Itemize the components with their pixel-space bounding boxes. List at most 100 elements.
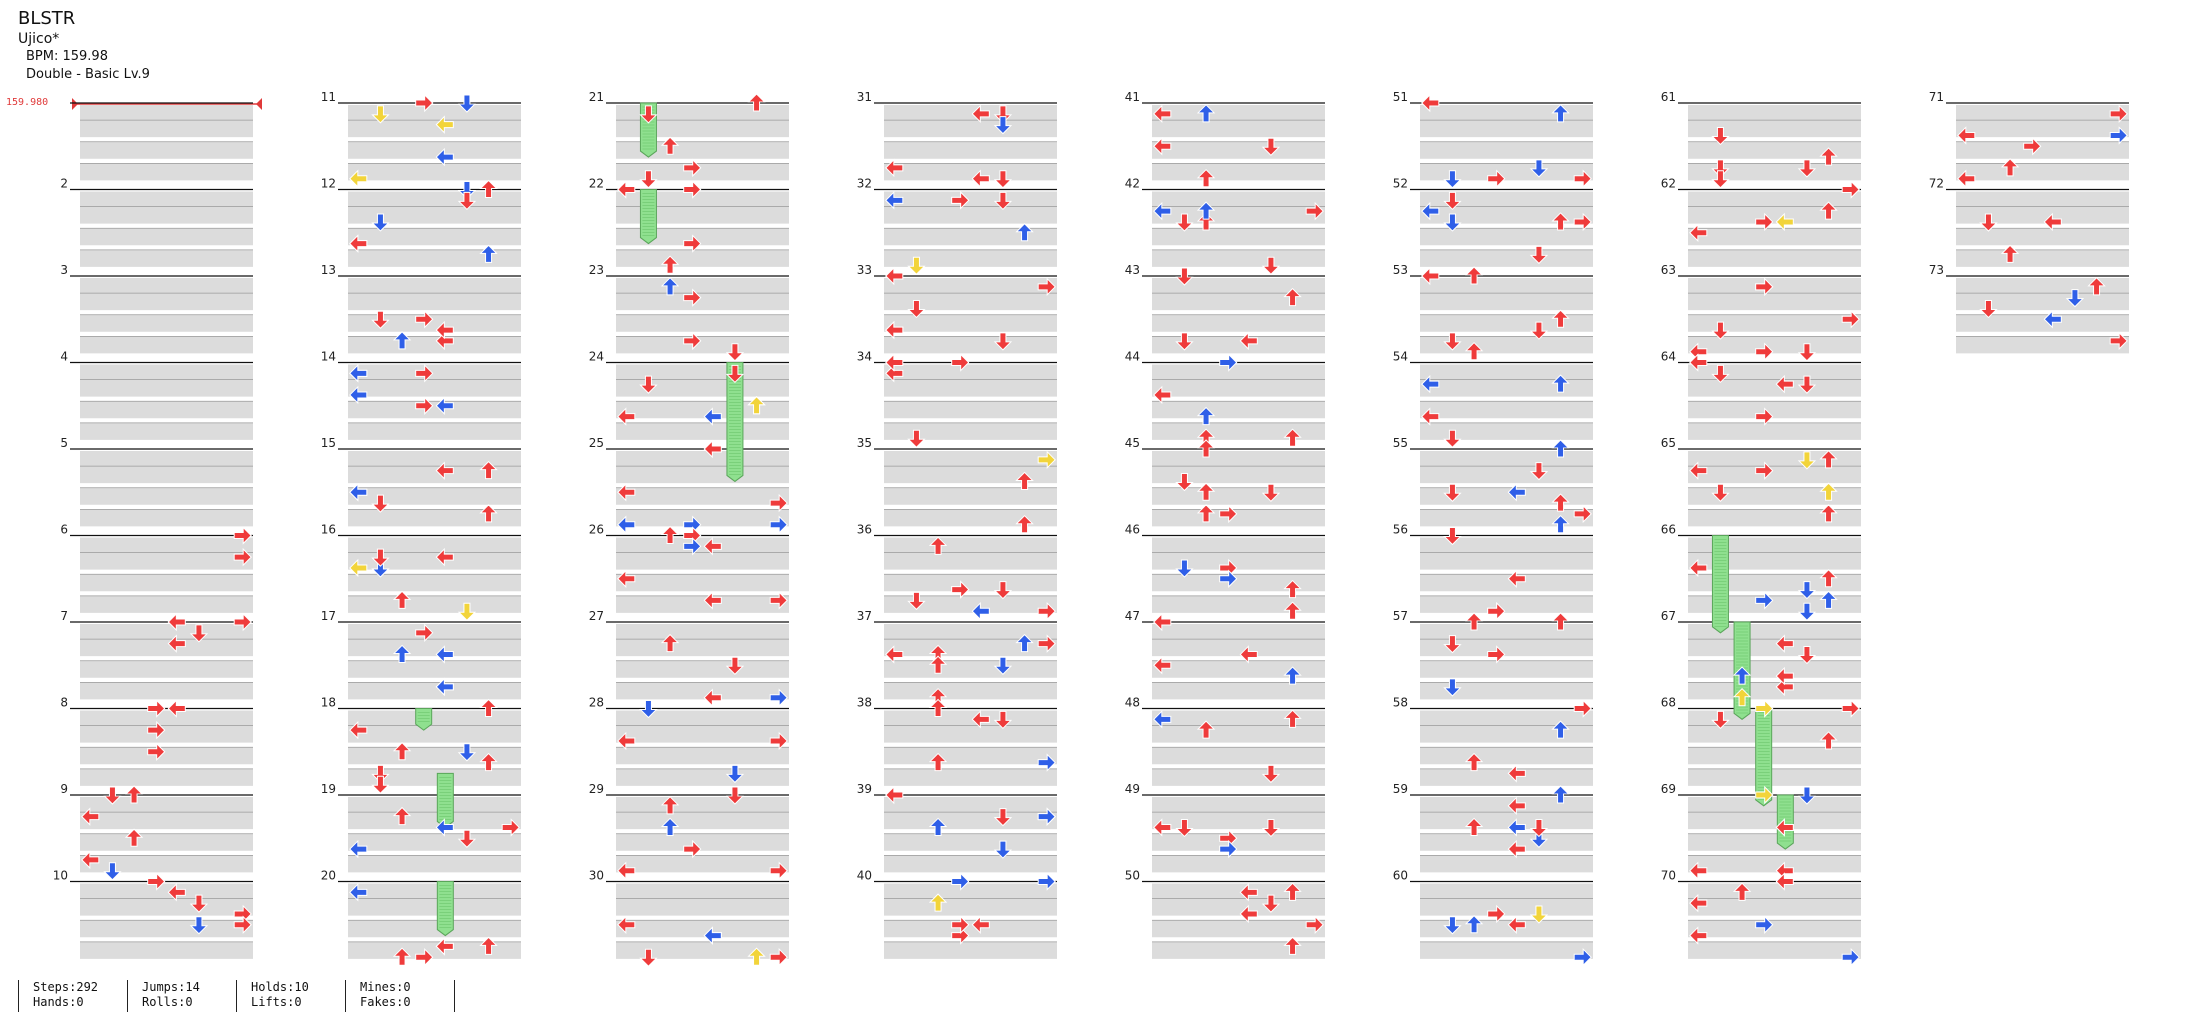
beat-band — [1152, 379, 1325, 397]
beat-band — [80, 105, 253, 120]
step-arrow-right — [147, 872, 166, 891]
measure-number: 71 — [1929, 90, 1944, 104]
beat-band — [348, 855, 521, 873]
beat-band — [348, 191, 521, 207]
stats-group-steps: Steps:292 Hands:0 — [18, 980, 123, 1012]
beat-band — [1420, 941, 1593, 959]
beat-band — [1152, 466, 1325, 484]
step-arrow-down — [1443, 170, 1462, 189]
beat-band — [80, 682, 253, 700]
beat-band — [1688, 855, 1861, 873]
beat-band — [1956, 293, 2129, 311]
measure-number: 11 — [321, 90, 336, 104]
step-arrow-down — [103, 862, 122, 881]
step-arrow-left — [1421, 374, 1440, 394]
beat-band — [1152, 191, 1325, 207]
beat-band — [1420, 293, 1593, 311]
step-arrow-right — [233, 526, 252, 545]
step-arrow-down — [1797, 786, 1817, 805]
beat-band — [80, 574, 253, 592]
beat-band — [884, 941, 1057, 959]
step-arrow-down — [1711, 126, 1730, 146]
step-arrow-up — [1551, 439, 1570, 458]
step-arrow-left — [1775, 634, 1794, 653]
step-arrow-right — [1755, 915, 1774, 934]
measure-number: 13 — [321, 263, 336, 277]
step-arrow-down — [1443, 527, 1462, 546]
beat-band — [1420, 206, 1593, 224]
beat-band — [1688, 710, 1861, 726]
beat-band — [80, 336, 253, 354]
step-arrow-left — [703, 537, 722, 556]
step-arrow-left — [1689, 223, 1708, 242]
step-arrow-up — [1464, 341, 1484, 361]
measure-number: 29 — [589, 782, 604, 796]
beat-band — [1688, 833, 1861, 851]
step-arrow-left — [435, 115, 454, 134]
song-header: BLSTR Ujico* BPM: 159.98 Double - Basic … — [18, 8, 150, 84]
step-arrow-down — [1261, 894, 1281, 913]
step-arrow-right — [1037, 807, 1056, 826]
beat-band — [1688, 920, 1861, 938]
beat-band — [348, 768, 521, 786]
stat-jumps: Jumps:14 — [142, 980, 200, 994]
beat-band — [80, 768, 253, 786]
measure-number: 55 — [1393, 436, 1408, 450]
beat-band — [884, 595, 1057, 613]
step-arrow-down — [1443, 916, 1462, 935]
beat-band — [1152, 401, 1325, 419]
step-arrow-left — [971, 915, 990, 934]
beat-band — [1152, 336, 1325, 354]
step-arrow-up — [479, 244, 498, 263]
step-arrow-down — [907, 591, 926, 611]
beat-band — [348, 833, 521, 851]
beat-band — [1420, 249, 1593, 267]
beat-band — [80, 941, 253, 959]
step-arrow-right — [683, 180, 702, 199]
beat-band — [1688, 206, 1861, 224]
beat-band — [884, 812, 1057, 830]
step-arrow-down — [1797, 451, 1817, 470]
beat-band — [80, 228, 253, 246]
step-arrow-up — [928, 698, 948, 717]
beat-band — [1688, 191, 1861, 207]
step-arrow-up — [1196, 201, 1216, 220]
beat-band — [1152, 660, 1325, 678]
bpm-marker-end — [256, 98, 262, 110]
step-arrow-left — [81, 807, 100, 826]
beat-band — [348, 451, 521, 466]
beat-band — [1688, 451, 1861, 466]
step-arrow-left — [1507, 839, 1526, 859]
beat-band — [1420, 660, 1593, 678]
beat-band — [1152, 105, 1325, 120]
step-arrow-up — [1283, 601, 1302, 620]
step-arrow-up — [1551, 212, 1570, 231]
hold-body — [639, 189, 657, 245]
step-arrow-up — [1283, 579, 1302, 599]
beat-band — [1420, 336, 1593, 354]
beat-band — [1152, 141, 1325, 159]
beat-band — [616, 163, 789, 181]
beat-band — [884, 293, 1057, 311]
measure-number: 50 — [1125, 869, 1140, 883]
beat-band — [616, 660, 789, 678]
step-arrow-right — [769, 591, 788, 610]
step-arrow-right — [1755, 699, 1774, 718]
step-arrow-down — [639, 170, 658, 189]
beat-band — [348, 206, 521, 224]
measure-number: 59 — [1393, 782, 1408, 796]
measure-number: 5 — [60, 436, 68, 450]
step-arrow-right — [147, 742, 166, 761]
step-arrow-up — [1551, 514, 1570, 534]
step-arrow-left — [885, 158, 904, 178]
beat-band — [1420, 574, 1593, 592]
beat-band — [616, 552, 789, 570]
beat-band — [348, 682, 521, 700]
step-arrow-up — [1283, 936, 1302, 955]
beat-band — [1688, 314, 1861, 332]
beat-band — [348, 379, 521, 397]
step-arrow-up — [660, 136, 680, 155]
step-arrow-left — [349, 839, 368, 859]
beat-band — [1688, 941, 1861, 959]
beat-band — [348, 552, 521, 570]
